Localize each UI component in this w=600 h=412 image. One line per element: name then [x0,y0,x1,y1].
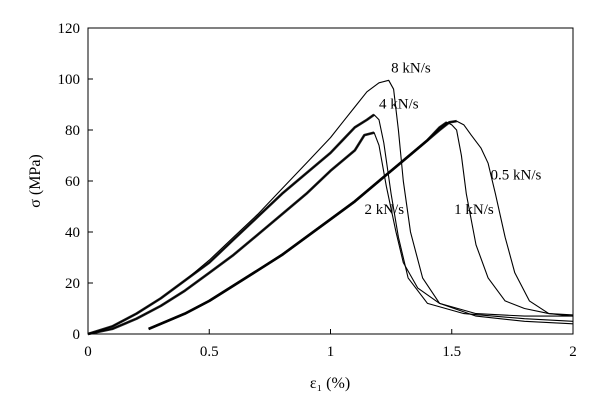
series-0-5kn-line [148,120,574,330]
x-tick-label: 1 [327,344,335,360]
y-tick-label: 60 [65,174,80,190]
x-axis: 0 0.5 1 1.5 2 [84,329,577,360]
y-tick-label: 40 [65,225,80,241]
x-tick-label: 0.5 [200,344,219,360]
x-tick-label: 0 [84,344,92,360]
x-tick-label: 2 [569,344,577,360]
y-tick-label: 100 [58,72,81,88]
series-annotation: 4 kN/s [379,96,419,112]
y-tick-label: 0 [73,327,81,343]
annotation-layer: 8 kN/s 4 kN/s 0.5 kN/s 2 kN/s 1 kN/s [364,61,541,219]
x-axis-label: ε₁ (%) [310,375,350,392]
y-tick-label: 20 [65,276,80,292]
series-2kn-band [87,131,375,336]
series-2kn-line [87,132,573,335]
series-layer [87,79,574,336]
x-tick-label: 1.5 [442,344,461,360]
series-annotation: 2 kN/s [364,202,404,218]
series-annotation: 8 kN/s [391,61,431,77]
series-4kn-line [87,114,574,335]
series-8kn-line [87,79,574,335]
y-tick-label: 120 [58,21,81,37]
y-axis-label: σ (MPa) [27,154,44,208]
series-annotation: 0.5 kN/s [491,168,542,184]
y-tick-label: 80 [65,123,80,139]
y-axis: 0 20 40 60 80 100 120 [58,21,93,343]
series-0-5kn-band [148,119,457,331]
series-1kn-band [148,121,448,331]
series-annotation: 1 kN/s [454,202,494,218]
series-4kn-band [87,113,375,336]
